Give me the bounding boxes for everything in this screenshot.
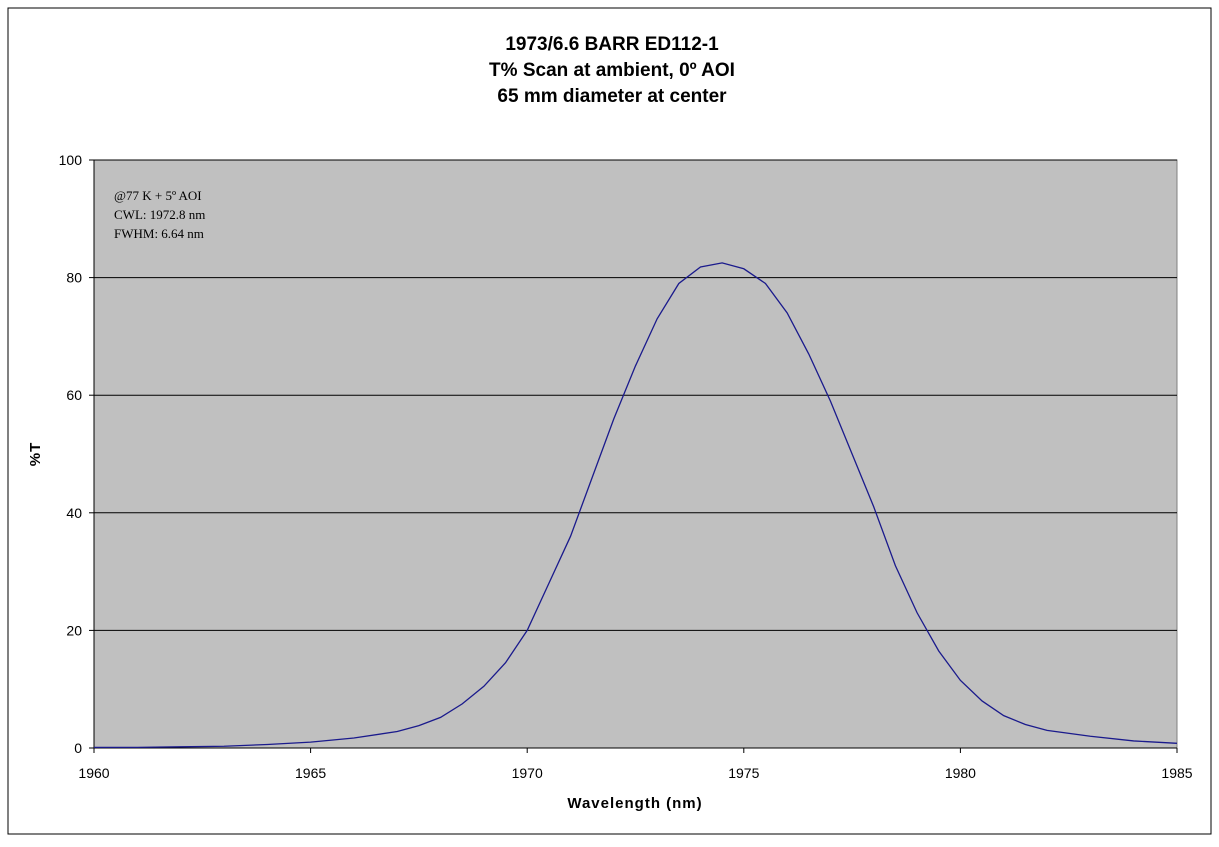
y-tick-label: 40 (66, 505, 82, 521)
chart-title: 1973/6.6 BARR ED112-1 (505, 34, 719, 55)
chart-title: 65 mm diameter at center (497, 86, 727, 107)
annotation: FWHM: 6.64 nm (114, 226, 204, 241)
chart-title: T% Scan at ambient, 0º AOI (489, 60, 735, 81)
annotation: @77 K + 5º AOI (114, 188, 202, 203)
y-tick-label: 20 (66, 622, 82, 638)
x-tick-label: 1980 (945, 765, 976, 781)
x-tick-label: 1975 (728, 765, 759, 781)
x-tick-label: 1985 (1161, 765, 1192, 781)
y-tick-label: 0 (74, 740, 82, 756)
y-tick-label: 60 (66, 387, 82, 403)
plot-area (93, 159, 1178, 749)
y-tick-label: 100 (59, 152, 83, 168)
x-tick-label: 1960 (78, 765, 109, 781)
x-tick-label: 1965 (295, 765, 326, 781)
annotation: CWL: 1972.8 nm (114, 207, 205, 222)
y-tick-label: 80 (66, 270, 82, 286)
y-axis-label: %T (27, 442, 44, 467)
x-tick-label: 1970 (512, 765, 543, 781)
data-line (94, 262, 1178, 749)
x-axis-label: Wavelength (nm) (567, 795, 702, 812)
